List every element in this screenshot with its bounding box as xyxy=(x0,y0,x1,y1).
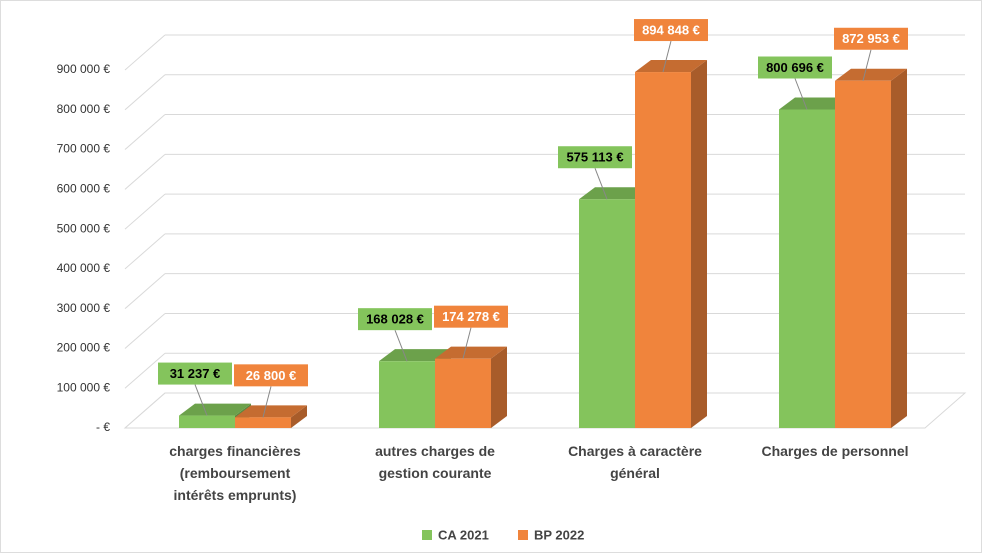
value-label-box xyxy=(358,308,432,331)
leader-line xyxy=(794,78,808,110)
leader-line xyxy=(462,327,472,359)
grid-line xyxy=(124,153,166,190)
value-label-box xyxy=(834,27,908,50)
value-label-box xyxy=(158,362,232,385)
bar-top xyxy=(379,349,451,362)
leader-line xyxy=(862,49,872,81)
x-tick-line: autres charges de xyxy=(375,443,495,459)
x-tick-line: charges financières xyxy=(169,443,301,459)
bar xyxy=(579,199,635,428)
bar xyxy=(835,80,891,428)
grid-line xyxy=(124,34,166,71)
bar-side xyxy=(691,60,707,429)
x-tick-label: Charges à caractère général xyxy=(568,443,702,481)
grid-line xyxy=(124,313,166,349)
leader-line xyxy=(394,329,408,362)
value-label: 174 278 € xyxy=(442,309,500,324)
bar-top xyxy=(779,97,851,110)
bar xyxy=(779,109,835,429)
leader-line xyxy=(194,384,208,416)
grid-line xyxy=(124,233,166,270)
x-tick-line: général xyxy=(610,465,660,481)
grid-line xyxy=(124,74,166,111)
y-tick-label: - € xyxy=(96,420,110,434)
y-tick-label: 900 000 € xyxy=(57,62,111,76)
y-tick-label: 800 000 € xyxy=(57,102,111,116)
legend-swatch xyxy=(518,530,528,540)
value-label-box xyxy=(634,19,708,42)
y-tick-label: 200 000 € xyxy=(57,341,111,355)
value-label: 800 696 € xyxy=(766,60,824,75)
leader-line xyxy=(594,168,608,200)
bar-top xyxy=(235,405,307,418)
bar-top xyxy=(635,60,707,73)
value-label: 575 113 € xyxy=(566,150,623,165)
bar-top xyxy=(179,403,251,416)
bar-side xyxy=(891,68,907,428)
bar-top xyxy=(579,187,651,200)
y-tick-label: 600 000 € xyxy=(57,182,111,196)
y-tick-label: 500 000 € xyxy=(57,221,111,235)
x-tick-line: intérêts emprunts) xyxy=(174,487,297,503)
legend-label: CA 2021 xyxy=(438,527,489,542)
bar xyxy=(435,358,491,428)
bar xyxy=(379,361,435,428)
grid-line xyxy=(124,114,166,150)
x-tick-line: Charges à caractère xyxy=(568,443,702,459)
legend-label: BP 2022 xyxy=(534,527,584,542)
legend-swatch xyxy=(422,530,432,540)
value-label-box xyxy=(234,364,308,387)
value-label-box xyxy=(758,56,832,79)
x-tick-label: charges financières (remboursement intérêt… xyxy=(169,443,301,503)
x-tick-label: autres charges de gestion courante xyxy=(375,443,495,481)
bar xyxy=(635,72,691,429)
value-label: 168 028 € xyxy=(366,312,424,327)
y-tick-label: 100 000 € xyxy=(57,380,111,394)
x-tick-line: (remboursement xyxy=(180,465,291,481)
grid-line xyxy=(124,352,166,389)
value-label: 26 800 € xyxy=(246,368,297,383)
y-tick-label: 300 000 € xyxy=(57,301,111,315)
value-label: 894 848 € xyxy=(642,22,700,37)
x-tick-label: Charges de personnel xyxy=(761,443,908,459)
bar xyxy=(235,417,291,428)
y-tick-label: 700 000 € xyxy=(57,142,111,156)
leader-line xyxy=(662,40,672,73)
x-tick-line: gestion courante xyxy=(379,465,492,481)
bar-side xyxy=(291,405,307,428)
leader-line xyxy=(262,386,272,418)
bar-top xyxy=(435,346,507,359)
bar-top xyxy=(835,68,907,81)
grid-line xyxy=(124,273,166,310)
value-label-box xyxy=(558,146,632,169)
value-label: 872 953 € xyxy=(842,31,900,46)
value-label-box xyxy=(434,305,508,328)
value-label: 31 237 € xyxy=(170,366,221,381)
bar-side xyxy=(491,346,507,428)
grid-line xyxy=(124,193,166,230)
y-tick-label: 400 000 € xyxy=(57,261,111,275)
bar xyxy=(179,415,235,428)
x-tick-line: Charges de personnel xyxy=(761,443,908,459)
